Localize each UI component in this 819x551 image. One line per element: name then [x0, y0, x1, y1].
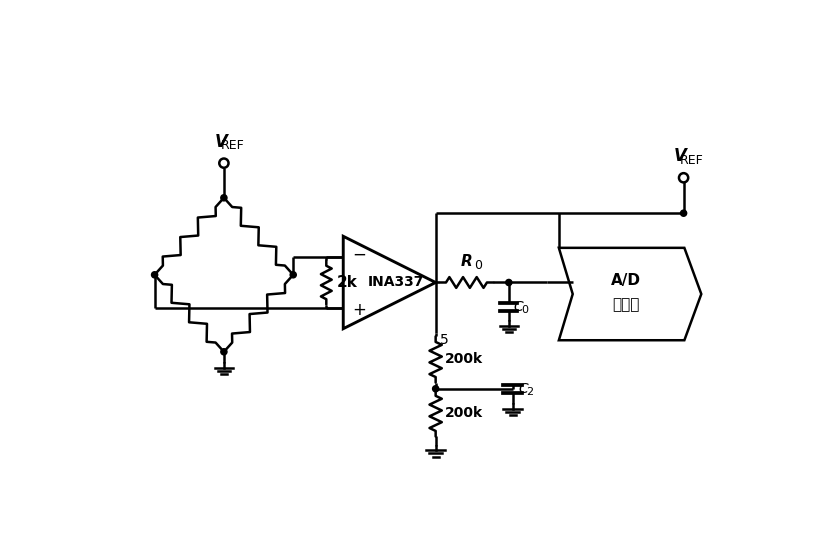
Text: +: +	[352, 301, 366, 319]
Text: 变换器: 变换器	[612, 298, 639, 312]
Text: 2k: 2k	[337, 275, 358, 290]
Circle shape	[680, 210, 686, 217]
Circle shape	[219, 159, 229, 168]
Circle shape	[290, 272, 296, 278]
Text: 0: 0	[473, 259, 482, 272]
Text: 2: 2	[526, 387, 533, 397]
Text: $\bfit{V}$: $\bfit{V}$	[213, 133, 229, 151]
Text: C: C	[518, 382, 528, 396]
Text: C: C	[513, 300, 523, 314]
Circle shape	[432, 386, 438, 392]
Text: −: −	[352, 246, 366, 264]
Text: INA337: INA337	[367, 276, 423, 289]
Circle shape	[152, 272, 157, 278]
Circle shape	[505, 279, 511, 285]
Text: 200k: 200k	[445, 353, 482, 366]
Circle shape	[678, 173, 687, 182]
Text: A/D: A/D	[610, 273, 640, 288]
Text: REF: REF	[679, 154, 703, 167]
Text: 0: 0	[521, 305, 527, 315]
Circle shape	[220, 349, 227, 355]
Text: $\bfit{V}$: $\bfit{V}$	[672, 148, 689, 165]
Circle shape	[220, 195, 227, 201]
Text: R: R	[460, 253, 472, 269]
Text: REF: REF	[220, 139, 244, 153]
Text: 5: 5	[439, 333, 448, 347]
Text: 200k: 200k	[445, 407, 482, 420]
